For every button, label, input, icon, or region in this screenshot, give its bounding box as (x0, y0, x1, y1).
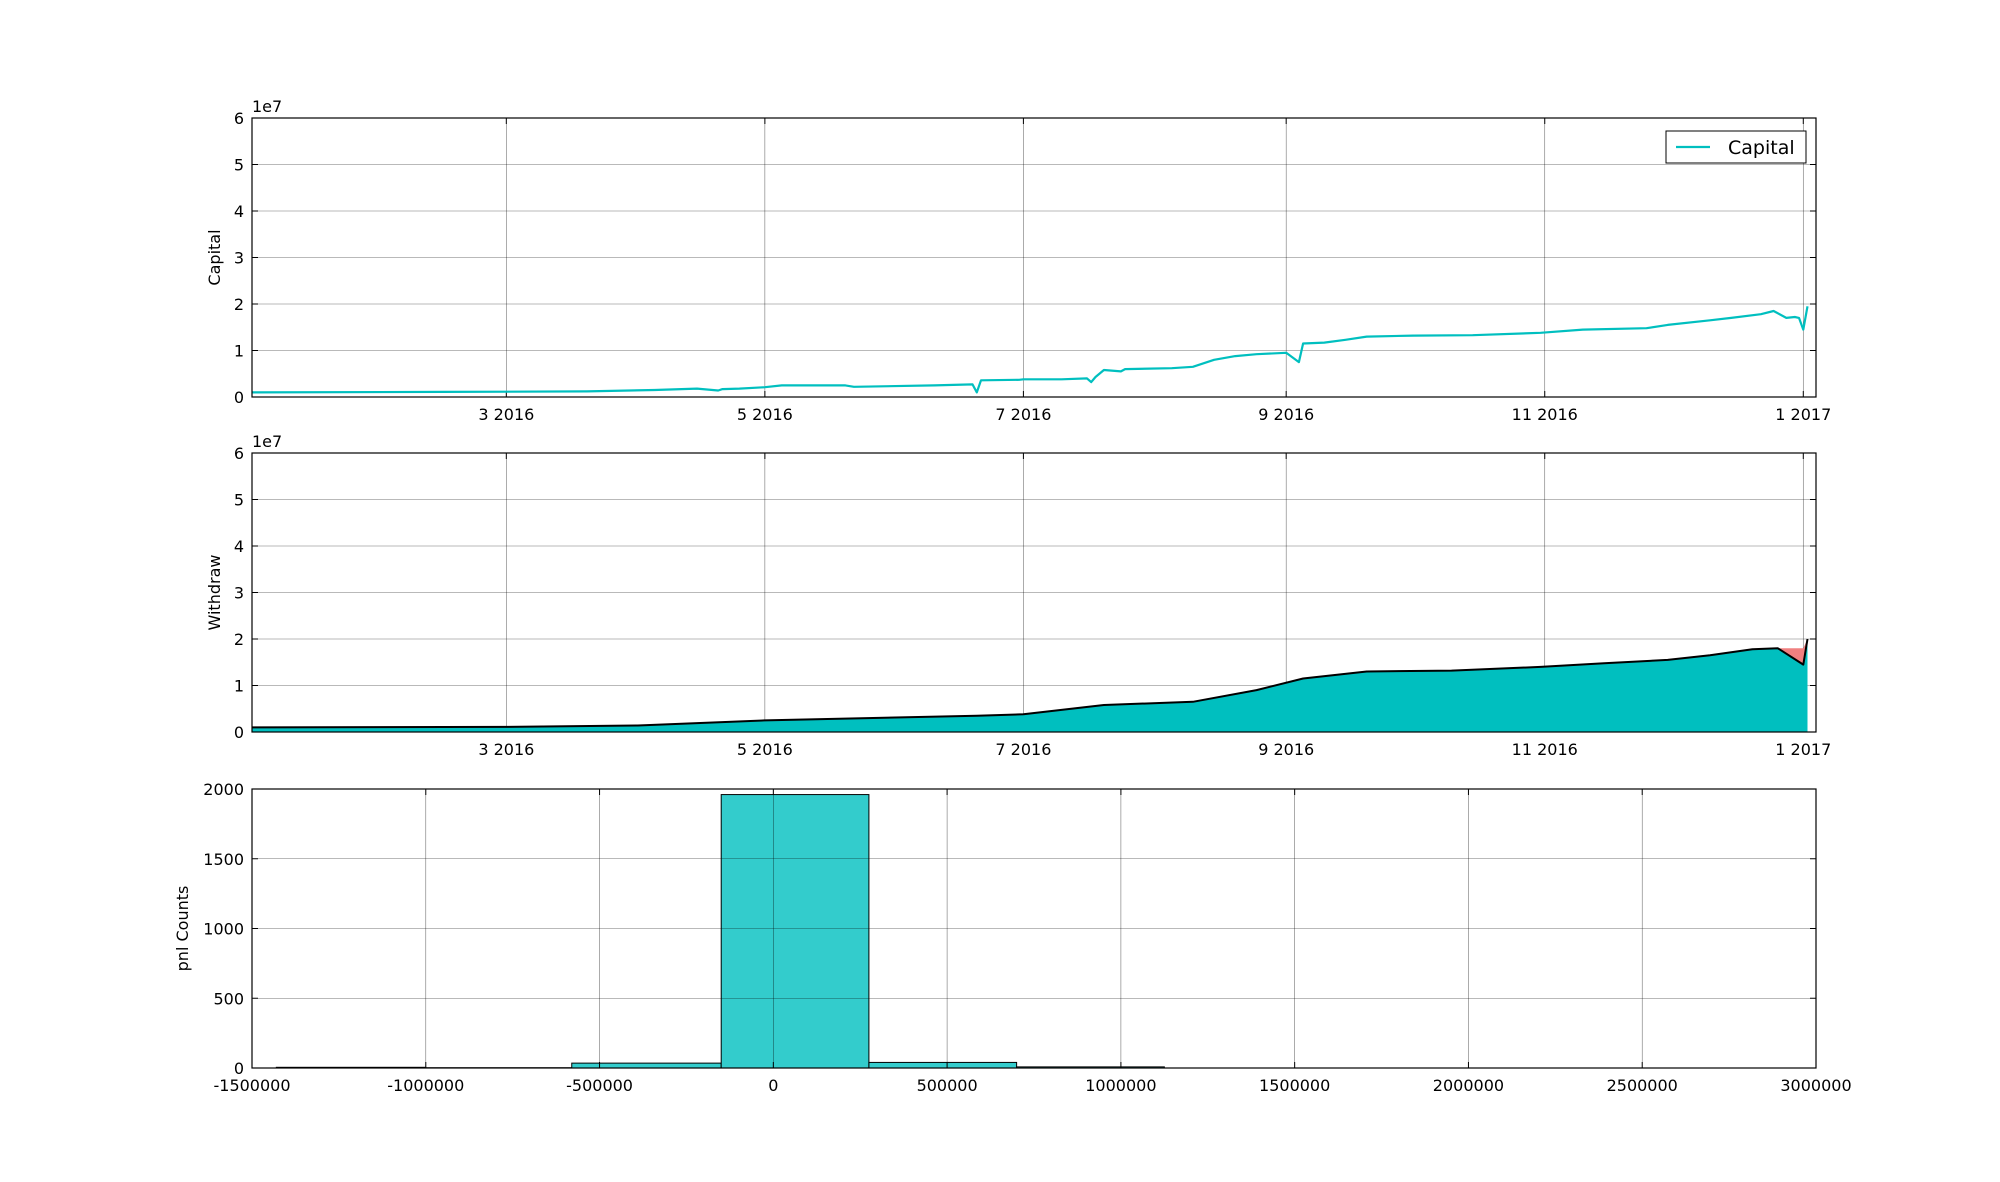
y-tick-label: 4 (234, 202, 244, 221)
y-tick-label: 6 (234, 444, 244, 463)
x-tick-label: 1 2017 (1775, 405, 1831, 424)
y-tick-label: 4 (234, 537, 244, 556)
y-tick-label: 6 (234, 109, 244, 128)
y-tick-label: 2 (234, 630, 244, 649)
y-tick-label: 0 (234, 723, 244, 742)
capital-series-line (252, 306, 1808, 392)
x-tick-label: -500000 (566, 1076, 633, 1095)
x-tick-label: 11 2016 (1512, 740, 1578, 759)
x-tick-label: 1500000 (1259, 1076, 1330, 1095)
y-tick-label: 1 (234, 342, 244, 361)
legend-label: Capital (1728, 137, 1795, 159)
legend: Capital (1666, 131, 1806, 163)
x-tick-label: -1000000 (387, 1076, 464, 1095)
y-tick-label: 2000 (203, 780, 244, 799)
y-tick-label: 2 (234, 295, 244, 314)
x-tick-label: 3 2016 (478, 740, 534, 759)
y-tick-label: 3 (234, 249, 244, 268)
x-tick-label: -1500000 (213, 1076, 290, 1095)
y-tick-label: 1000 (203, 920, 244, 939)
y-offset-label: 1e7 (252, 97, 282, 116)
histogram-bar (869, 1062, 1017, 1068)
x-tick-label: 9 2016 (1258, 740, 1314, 759)
x-tick-label: 1 2017 (1775, 740, 1831, 759)
x-tick-label: 5 2016 (737, 405, 793, 424)
y-tick-label: 500 (213, 989, 244, 1008)
histogram-bar (572, 1063, 721, 1068)
y-tick-label: 5 (234, 491, 244, 510)
y-axis-label: Withdraw (205, 555, 224, 631)
y-axis-label: Capital (205, 229, 224, 285)
x-tick-label: 7 2016 (995, 740, 1051, 759)
histogram-bar (721, 795, 869, 1068)
x-tick-label: 2500000 (1607, 1076, 1678, 1095)
x-tick-label: 5 2016 (737, 740, 793, 759)
x-tick-label: 0 (768, 1076, 778, 1095)
x-tick-label: 9 2016 (1258, 405, 1314, 424)
x-tick-label: 11 2016 (1512, 405, 1578, 424)
x-tick-label: 500000 (917, 1076, 978, 1095)
y-offset-label: 1e7 (252, 432, 282, 451)
capital-panel: 0 1 2 3 4 5 6 3 2016 5 2016 7 2016 9 2016 11 2016 1 … (205, 97, 1831, 424)
x-tick-label: 3000000 (1780, 1076, 1851, 1095)
y-axis-label: pnl Counts (173, 886, 192, 972)
y-tick-label: 5 (234, 156, 244, 175)
withdraw-panel: 0 1 2 3 4 5 6 3 2016 5 2016 7 2016 9 2016 11 2016 1 … (205, 432, 1831, 759)
histogram-bars (276, 795, 1164, 1068)
y-tick-label: 3 (234, 584, 244, 603)
x-tick-label: 7 2016 (995, 405, 1051, 424)
y-tick-label: 0 (234, 388, 244, 407)
y-tick-label: 1500 (203, 850, 244, 869)
y-tick-label: 1 (234, 677, 244, 696)
x-tick-label: 1000000 (1085, 1076, 1156, 1095)
x-tick-label: 2000000 (1433, 1076, 1504, 1095)
x-tick-label: 3 2016 (478, 405, 534, 424)
